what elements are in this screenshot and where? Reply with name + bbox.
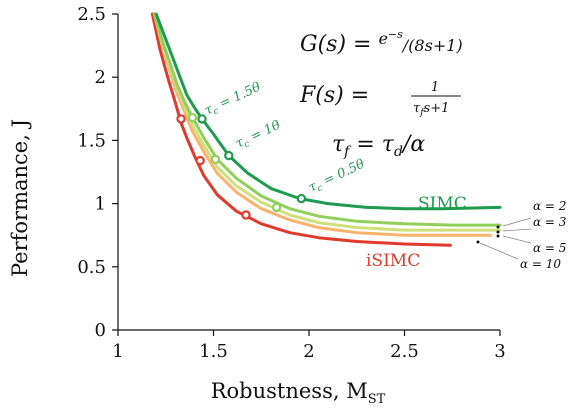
equation-tauf-tail: /α	[401, 132, 425, 157]
series-marker	[187, 112, 198, 123]
alpha-label-10: α = 10	[520, 257, 561, 271]
tau-c-label-1-value: = 1θ	[244, 118, 282, 147]
equation-f-num: 1	[431, 80, 439, 95]
equation-g-den: /(8s+1)	[401, 36, 463, 55]
equation-g: G(s) = e−s/(8s+1)	[300, 28, 463, 57]
equation-f-den-sub: f	[419, 108, 425, 118]
alpha-dot-3	[496, 230, 500, 234]
equation-g-num: e	[378, 29, 387, 48]
x-tick-label: 1.5	[199, 341, 228, 362]
alpha-label-2: α = 2	[533, 199, 566, 213]
x-tick-label: 2.5	[390, 341, 419, 362]
tau-c-label-1: τc = 1θ	[233, 118, 283, 154]
y-tick-label: 1	[95, 194, 106, 215]
equation-f-den: τfs+1	[413, 101, 449, 118]
alpha-leader-10	[479, 242, 519, 260]
equation-tauf-rhs-sub: d	[394, 144, 403, 160]
x-tick-label: 2	[303, 341, 314, 362]
alpha-dot-2	[496, 225, 500, 229]
series-marker	[224, 150, 234, 161]
series-marker	[296, 193, 307, 204]
series-marker	[271, 202, 282, 213]
series-marker	[176, 114, 186, 124]
equation-f-lhs: F(s) =	[299, 83, 369, 108]
tau-c-label-1-5-sub: c	[212, 106, 221, 117]
x-axis-label-subscript: ST	[368, 392, 386, 407]
y-tick-label: 0.5	[77, 257, 106, 278]
tau-c-label-0-5-sub: c	[316, 183, 325, 194]
alpha-leader-2	[502, 217, 532, 227]
alpha-label-3: α = 3	[533, 215, 567, 229]
series-marker	[210, 154, 221, 165]
alpha-leader-5	[502, 235, 532, 244]
alpha-label-5: α = 5	[533, 241, 566, 255]
equation-tauf-lhs-sub: f	[343, 144, 352, 160]
series-marker	[195, 155, 205, 166]
y-tick-label: 2	[95, 67, 106, 88]
equation-g-lhs: G(s) =	[300, 32, 378, 57]
series-label-simc: SIMC	[418, 194, 467, 214]
y-tick-label: 0	[95, 320, 106, 341]
x-axis-label: Robustness, MST	[211, 379, 386, 407]
x-tick-label: 1	[112, 341, 123, 362]
series-line--2	[152, 12, 502, 227]
tau-c-label-0-5-value: = 0.5θ	[317, 157, 367, 191]
equation-tauf-lhs: τ	[332, 132, 345, 157]
y-tick-label: 1.5	[77, 130, 106, 151]
alpha-dot-5	[496, 234, 500, 238]
series-marker	[197, 114, 207, 124]
x-tick-label: 3	[494, 341, 505, 362]
equation-f-den-rest: s+1	[424, 101, 450, 116]
series-label-isimc: iSIMC	[366, 251, 420, 271]
equation-f-den-tau: τ	[413, 101, 421, 116]
alpha-leader-3	[502, 228, 532, 232]
alpha-dot-10	[476, 240, 480, 244]
axes: 0 0.5 1 1.5 2 2.5 1 1.5 2 2.5 3	[77, 4, 505, 362]
x-axis-label-main: Robustness, M	[211, 379, 368, 403]
equation-g-exp: −s	[388, 28, 403, 41]
series-marker	[241, 210, 251, 220]
y-axis-label: Performance, J	[8, 119, 32, 277]
equation-tauf-rhs: = τ	[349, 132, 394, 157]
tau-c-label-1-5: τc = 1.5θ	[202, 80, 264, 121]
tau-c-label-1-5-value: = 1.5θ	[213, 80, 263, 114]
equation-tauf: τf = τd/α	[332, 132, 425, 160]
tau-c-label-1-sub: c	[243, 139, 252, 150]
series-markers	[176, 112, 307, 220]
tau-c-label-0-5: τc = 0.5θ	[306, 157, 368, 198]
series-line-isimc	[150, 12, 452, 247]
y-tick-label: 2.5	[77, 4, 106, 25]
